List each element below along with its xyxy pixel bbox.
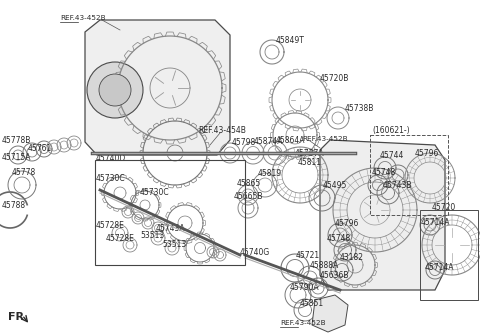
Text: 45740D: 45740D — [96, 153, 126, 162]
Text: (160621-): (160621-) — [372, 126, 409, 134]
Text: 45714A: 45714A — [425, 264, 455, 272]
Text: 45790A: 45790A — [290, 283, 320, 292]
Text: 45864A: 45864A — [276, 135, 305, 144]
Text: 45811: 45811 — [298, 157, 322, 166]
Text: REF.43-452B: REF.43-452B — [302, 136, 348, 142]
Text: 45743A: 45743A — [156, 223, 186, 232]
Text: 45495: 45495 — [323, 181, 348, 190]
Text: 45728E: 45728E — [106, 233, 135, 243]
Text: REF.43-452B: REF.43-452B — [60, 15, 106, 21]
Polygon shape — [312, 295, 348, 332]
Circle shape — [99, 74, 131, 106]
Text: 45778: 45778 — [12, 168, 36, 177]
Text: 53513: 53513 — [162, 240, 186, 249]
Text: 45730C: 45730C — [96, 174, 126, 183]
Text: REF.43-454B: REF.43-454B — [198, 126, 246, 134]
Text: 45796: 45796 — [335, 218, 360, 227]
Text: 45788: 45788 — [2, 201, 26, 209]
Text: 45761: 45761 — [28, 143, 52, 152]
Text: 45865: 45865 — [237, 179, 261, 188]
Text: 45851: 45851 — [300, 298, 324, 308]
Text: 45743B: 45743B — [383, 181, 412, 190]
Text: 45728E: 45728E — [96, 220, 125, 229]
Bar — [370, 135, 448, 215]
Text: 45740G: 45740G — [240, 248, 270, 257]
Text: 45819: 45819 — [258, 169, 282, 178]
Bar — [420, 210, 478, 300]
Text: 45737A: 45737A — [295, 148, 324, 157]
Text: 45665B: 45665B — [234, 192, 264, 201]
Text: 45874A: 45874A — [254, 136, 284, 145]
Text: 45720: 45720 — [432, 202, 456, 211]
Text: 45714A: 45714A — [421, 217, 451, 226]
Text: 45798: 45798 — [232, 137, 256, 146]
Polygon shape — [85, 20, 230, 155]
Bar — [95, 160, 245, 265]
Circle shape — [87, 62, 143, 118]
Text: 45636B: 45636B — [320, 271, 349, 280]
Text: 45748: 45748 — [372, 168, 396, 177]
Text: 53513: 53513 — [140, 230, 164, 240]
Polygon shape — [320, 140, 445, 290]
Text: 45730C: 45730C — [140, 188, 169, 197]
Text: 45849T: 45849T — [276, 36, 305, 45]
Text: 45720B: 45720B — [320, 73, 349, 82]
Text: 45744: 45744 — [380, 150, 404, 159]
Text: REF.43-452B: REF.43-452B — [280, 320, 325, 326]
Text: 45748: 45748 — [327, 233, 351, 243]
Text: 45778B: 45778B — [2, 135, 31, 144]
Text: 43182: 43182 — [340, 254, 364, 263]
Text: FR: FR — [8, 312, 24, 322]
Text: 45721: 45721 — [296, 251, 320, 260]
Text: 45888A: 45888A — [310, 262, 339, 270]
Text: 45715A: 45715A — [2, 152, 32, 161]
Text: 45738B: 45738B — [345, 104, 374, 113]
Text: 45796: 45796 — [415, 148, 439, 157]
